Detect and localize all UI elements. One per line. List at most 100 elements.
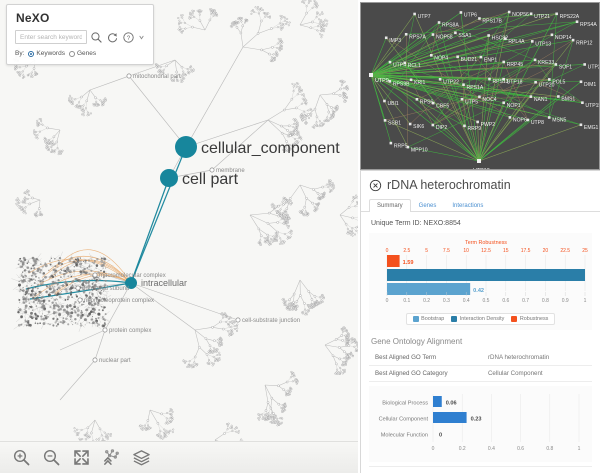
tab-interactions[interactable]: Interactions xyxy=(452,203,484,209)
gene-node-label: RPS9B xyxy=(393,82,410,88)
chart-tick-label: 15 xyxy=(503,248,509,254)
chart-bar xyxy=(433,412,467,423)
zoom-in-icon[interactable] xyxy=(12,448,31,467)
gene-node-label: RRP5 xyxy=(394,143,408,149)
gene-node-label: RPL4A xyxy=(508,39,525,45)
gene-node-label: EMG1 xyxy=(584,125,599,131)
gene-interaction-network[interactable]: UTP7 RPS8A UTP6 RPS17B NOP56 UTP21 RPS22A RPS4A… xyxy=(360,2,600,170)
gene-hub-label: UTP10 xyxy=(473,168,490,169)
tab-summary[interactable]: Summary xyxy=(369,199,411,212)
chart-tick-label: 7.5 xyxy=(443,248,450,254)
search-input[interactable] xyxy=(15,30,87,44)
gene-node-label: UTP13 xyxy=(535,42,551,48)
radio-keywords-dot xyxy=(28,50,35,57)
chart-tick-label: 2.5 xyxy=(403,248,410,254)
chevron-down-icon[interactable] xyxy=(138,31,145,44)
gene-node-label: RPS13 xyxy=(492,79,508,85)
gene-node-label: RPS17B xyxy=(482,19,502,25)
gene-node-label: DIP2 xyxy=(436,125,447,131)
gene-node-label: UTP7 xyxy=(418,14,431,20)
chart-bar-value: 0 xyxy=(439,433,442,439)
chart-tick-label: 0.8 xyxy=(542,298,549,304)
chart-tick-label: 12.5 xyxy=(481,248,491,254)
gene-node-label: UTP6 xyxy=(464,13,477,19)
chart-tick-label: 17.5 xyxy=(521,248,531,254)
gene-node-label: RCL1 xyxy=(408,63,421,69)
tree-node-highlighted[interactable] xyxy=(175,136,197,158)
zoom-out-icon[interactable] xyxy=(42,448,61,467)
gene-node-label: RPS1A xyxy=(467,85,484,91)
gene-node-label: NAN1 xyxy=(534,97,548,103)
page-title: rDNA heterochromatin xyxy=(387,178,511,192)
legend-item-robustness[interactable]: Robustness xyxy=(511,316,548,322)
ontology-tree-view[interactable]: mitochondrial part membrane protein comple… xyxy=(0,0,358,473)
go-alignment-title: Gene Ontology Alignment xyxy=(371,337,463,346)
gene-node-label: UTP20 xyxy=(539,82,555,88)
gene-node-label: RPS6 xyxy=(420,99,433,105)
radio-genes[interactable]: Genes xyxy=(68,50,97,57)
tree-node-highlighted-label: intracellular xyxy=(141,278,187,288)
chart-category-label: Biological Process xyxy=(382,401,428,407)
tree-node-label: nuclear part xyxy=(99,358,131,364)
chart-bar-value: 0.23 xyxy=(471,417,482,423)
chart-tick-label: 0 xyxy=(432,446,435,452)
gene-node-label: SIK6 xyxy=(413,124,424,130)
gene-node-label: RPS4A xyxy=(580,22,597,28)
gene-node-label: SSB1 xyxy=(388,121,401,127)
radio-keywords[interactable]: Keywords xyxy=(28,50,65,57)
tab-genes[interactable]: Genes xyxy=(418,203,437,209)
legend-swatch-robustness xyxy=(511,316,518,322)
tree-node-highlighted[interactable] xyxy=(160,169,178,187)
radio-genes-label: Genes xyxy=(76,50,97,57)
legend-swatch-interaction-density xyxy=(451,316,458,322)
legend-swatch-bootstrap xyxy=(412,316,419,322)
gene-node-label: DIM1 xyxy=(584,82,596,88)
close-circle-icon[interactable] xyxy=(369,179,382,192)
tree-node-highlighted[interactable] xyxy=(125,277,137,289)
gene-node-label: RPS8A xyxy=(442,23,459,29)
gene-node-label: NOP1 xyxy=(507,103,521,109)
gene-node-label: SSA1 xyxy=(458,33,471,39)
legend-item-interaction-density[interactable]: Interaction Density xyxy=(451,316,504,322)
legend-item-bootstrap[interactable]: Bootstrap xyxy=(412,316,445,322)
gene-node-label: NOP58 xyxy=(436,35,453,41)
gene-node-label: POL5 xyxy=(552,80,565,86)
fit-screen-icon[interactable] xyxy=(72,448,91,467)
search-icon[interactable] xyxy=(90,31,103,44)
gene-node-label: RRP45 xyxy=(507,62,524,68)
radio-keywords-label: Keywords xyxy=(36,50,65,57)
gene-node-label: UTP20 xyxy=(588,65,599,71)
chart-category-label: Molecular Function xyxy=(381,433,428,439)
chart-category-label: Cellular Component xyxy=(379,417,429,423)
reset-icon[interactable] xyxy=(106,31,119,44)
gene-node-label: MPP10 xyxy=(411,147,428,153)
tree-node-label: ribosomal subunit xyxy=(82,286,129,292)
chart-bar xyxy=(433,396,442,407)
gene-node-label: NOC4 xyxy=(482,97,496,103)
help-icon[interactable]: ? xyxy=(122,31,135,44)
chart-bar-value: 0.42 xyxy=(473,288,484,294)
ontology-tree-canvas[interactable]: mitochondrial part membrane protein comple… xyxy=(0,0,358,473)
gene-node-label: RPS22A xyxy=(560,14,580,20)
chart-tick-label: 1 xyxy=(584,298,587,304)
legend-label-bootstrap: Bootstrap xyxy=(421,316,445,322)
go-category-chart-card: 0 0.2 0.4 0.6 0.8 1 Biological Process 0.06 Cell… xyxy=(369,386,592,462)
collapse-icon[interactable] xyxy=(102,448,121,467)
gene-node-label: MSN5 xyxy=(552,118,566,124)
panel-header: rDNA heterochromatin xyxy=(361,171,600,196)
layers-icon[interactable] xyxy=(132,448,151,467)
unique-term-id: Unique Term ID: NEXO:8854 xyxy=(371,220,461,227)
gene-node-label: RRP9 xyxy=(467,126,481,132)
chart-tick-label: 0 xyxy=(386,248,389,254)
gene-node-label: KRE33 xyxy=(538,60,554,66)
gene-network-canvas[interactable]: UTP7 RPS8A UTP6 RPS17B NOP56 UTP21 RPS22ARPS4A… xyxy=(361,3,599,169)
chart-tick-label: 0.8 xyxy=(546,446,553,452)
chart-tick-label: 10 xyxy=(463,248,469,254)
tree-node-label: membrane xyxy=(216,168,245,174)
chart-tick-label: 20 xyxy=(543,248,549,254)
tree-node-label: macromolecular complex xyxy=(99,273,166,279)
chart-tick-label: 0.5 xyxy=(483,298,490,304)
chart-tick-label: 0.9 xyxy=(562,298,569,304)
chart-bar xyxy=(387,255,400,267)
search-panel: NeXO ? By: xyxy=(6,4,154,65)
